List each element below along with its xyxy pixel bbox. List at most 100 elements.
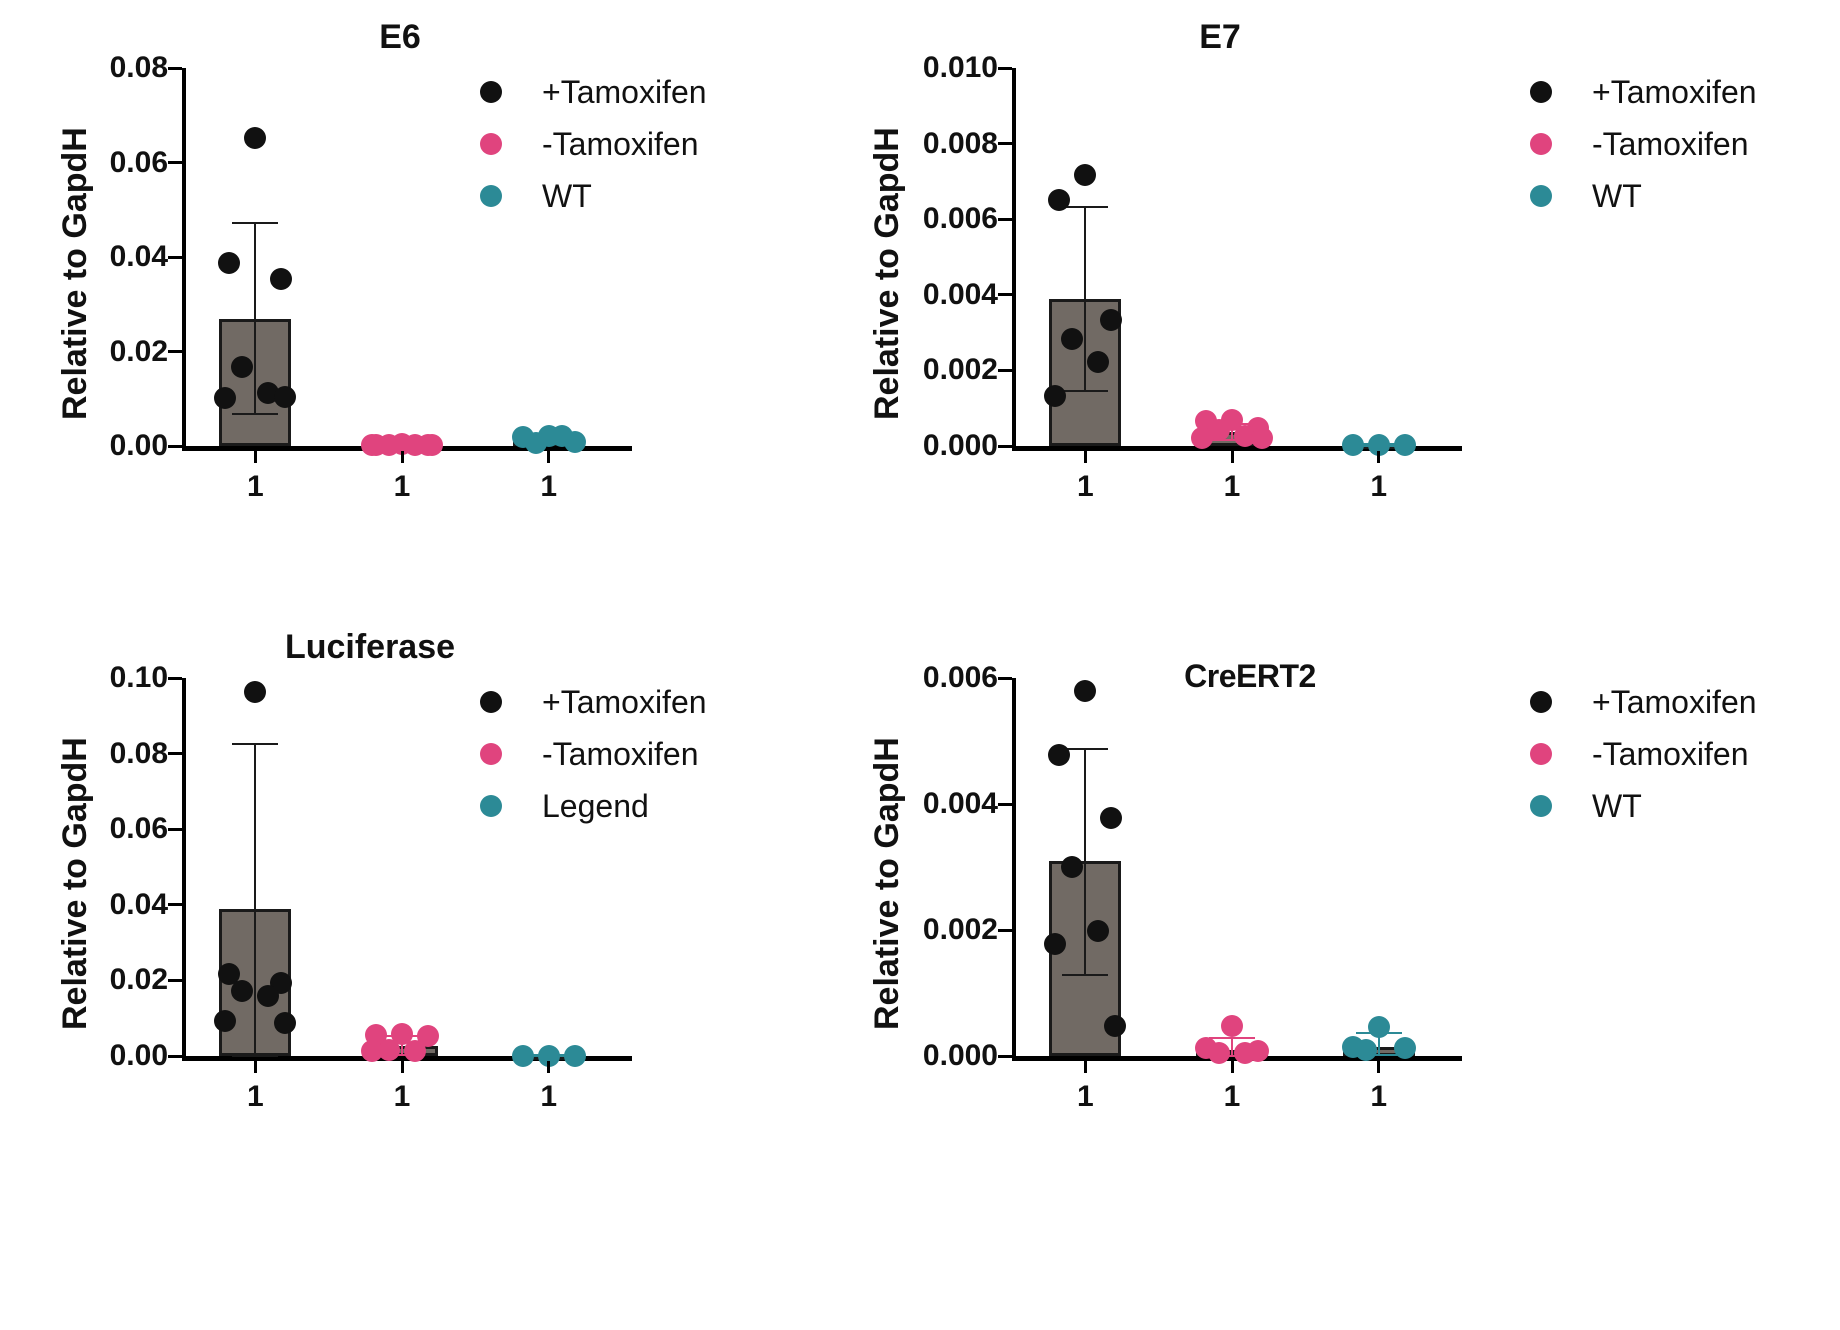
x-tick-mark bbox=[547, 451, 551, 463]
y-tick-mark bbox=[168, 1054, 182, 1058]
x-tick-mark bbox=[1083, 451, 1087, 463]
y-tick-label: 0.008 bbox=[922, 126, 998, 160]
x-tick-mark bbox=[400, 451, 404, 463]
legend-marker-icon bbox=[480, 743, 502, 765]
y-tick-mark bbox=[168, 444, 182, 448]
x-tick-mark bbox=[253, 451, 257, 463]
x-tick-label: 1 bbox=[246, 470, 264, 503]
legend-label: WT bbox=[1592, 787, 1642, 824]
legend-item-luciferase-1[interactable]: -Tamoxifen bbox=[480, 734, 699, 774]
legend-item-e6-1[interactable]: -Tamoxifen bbox=[480, 124, 699, 164]
legend-marker-icon bbox=[480, 795, 502, 817]
y-tick-mark bbox=[168, 978, 182, 982]
data-point bbox=[257, 381, 280, 404]
data-point bbox=[270, 268, 293, 291]
error-bar-creert2-1 bbox=[1231, 1038, 1233, 1056]
y-tick-mark bbox=[998, 676, 1012, 680]
data-point bbox=[231, 355, 254, 378]
legend-item-e6-0[interactable]: +Tamoxifen bbox=[480, 72, 707, 112]
legend-label: +Tamoxifen bbox=[542, 683, 707, 720]
legend-item-creert2-2[interactable]: WT bbox=[1530, 786, 1642, 826]
y-tick-label: 0.00 bbox=[109, 429, 168, 462]
data-point bbox=[1074, 679, 1097, 702]
y-axis-line bbox=[182, 68, 186, 446]
x-tick-label: 1 bbox=[1223, 470, 1241, 503]
x-tick-mark bbox=[1083, 1061, 1087, 1073]
error-bar-cap bbox=[232, 221, 279, 224]
data-point bbox=[244, 680, 267, 703]
legend-label: -Tamoxifen bbox=[542, 125, 699, 162]
legend-label: -Tamoxifen bbox=[1592, 735, 1749, 772]
y-tick-label: 0.006 bbox=[922, 202, 998, 236]
y-tick-label: 0.004 bbox=[922, 787, 998, 820]
x-tick-label: 1 bbox=[540, 470, 557, 503]
error-bar-cap bbox=[1062, 390, 1109, 393]
plot-area-e7: 0.000 0.002 0.004 0.006 0.008 0.010 1 1 1 bbox=[923, 51, 1462, 503]
y-tick-mark bbox=[998, 293, 1012, 297]
data-point bbox=[1100, 806, 1123, 829]
data-point bbox=[274, 386, 297, 409]
y-tick-label: 0.000 bbox=[922, 1039, 998, 1072]
y-tick-label: 0.004 bbox=[922, 277, 998, 311]
data-point bbox=[1367, 433, 1390, 456]
y-axis-line bbox=[1012, 678, 1016, 1056]
error-bar-cap bbox=[1209, 1055, 1255, 1057]
legend-item-creert2-0[interactable]: +Tamoxifen bbox=[1530, 682, 1757, 722]
legend-e6: +Tamoxifen -Tamoxifen WT bbox=[480, 72, 780, 222]
y-tick-label: 0.06 bbox=[109, 145, 168, 179]
legend-item-creert2-1[interactable]: -Tamoxifen bbox=[1530, 734, 1749, 774]
legend-item-e7-2[interactable]: WT bbox=[1530, 176, 1642, 216]
legend-item-e7-0[interactable]: +Tamoxifen bbox=[1530, 72, 1757, 112]
data-point bbox=[1393, 1037, 1416, 1060]
data-point bbox=[537, 1044, 560, 1067]
x-tick-label: 1 bbox=[540, 1080, 557, 1113]
data-point bbox=[361, 433, 383, 456]
error-bar-cap bbox=[1062, 974, 1109, 977]
legend-label: Legend bbox=[542, 787, 649, 824]
legend-e7: +Tamoxifen -Tamoxifen WT bbox=[1530, 72, 1830, 222]
data-point bbox=[218, 251, 241, 274]
data-point bbox=[421, 433, 443, 456]
x-tick-label: 1 bbox=[246, 1080, 264, 1113]
legend-label: +Tamoxifen bbox=[1592, 73, 1757, 110]
legend-marker-icon bbox=[1530, 185, 1552, 207]
error-bar-e7-1 bbox=[1231, 424, 1233, 440]
data-point bbox=[524, 431, 547, 454]
data-point bbox=[1393, 434, 1416, 457]
data-point bbox=[1048, 188, 1071, 211]
plot-area-luciferase: 0.00 0.02 0.04 0.06 0.08 0.10 1 1 1 bbox=[110, 661, 632, 1113]
legend-item-e6-2[interactable]: WT bbox=[480, 176, 592, 216]
y-tick-label: 0.002 bbox=[922, 913, 998, 946]
data-point bbox=[361, 1040, 383, 1063]
y-tick-label: 0.010 bbox=[922, 51, 998, 84]
x-tick-mark bbox=[1377, 1061, 1381, 1073]
data-point bbox=[365, 1023, 387, 1046]
x-axis-line bbox=[1012, 446, 1462, 451]
y-tick-mark bbox=[168, 255, 182, 259]
legend-item-luciferase-0[interactable]: +Tamoxifen bbox=[480, 682, 707, 722]
data-point bbox=[1341, 434, 1364, 457]
data-point bbox=[404, 1040, 426, 1063]
legend-item-luciferase-2[interactable]: Legend bbox=[480, 786, 649, 826]
x-tick-label: 1 bbox=[1370, 1080, 1387, 1113]
y-tick-label: 0.04 bbox=[109, 887, 168, 921]
data-point bbox=[214, 386, 237, 409]
data-point bbox=[1234, 1042, 1256, 1065]
error-bar-cap bbox=[232, 412, 279, 415]
plot-area-e6: 0.00 0.02 0.04 0.06 0.08 1 1 1 bbox=[110, 51, 632, 503]
legend-item-e7-1[interactable]: -Tamoxifen bbox=[1530, 124, 1749, 164]
data-point bbox=[1100, 309, 1123, 332]
legend-marker-icon bbox=[1530, 133, 1552, 155]
data-point bbox=[1044, 932, 1067, 955]
error-bar-cap bbox=[1209, 1037, 1255, 1040]
data-point bbox=[214, 1010, 237, 1033]
data-point bbox=[391, 1022, 413, 1045]
data-point bbox=[1191, 426, 1213, 449]
legend-marker-icon bbox=[480, 133, 502, 155]
data-point bbox=[378, 433, 400, 456]
error-bar-creert2-0 bbox=[1084, 749, 1087, 976]
panel-title-luciferase: Luciferase bbox=[284, 628, 456, 666]
x-tick-label: 1 bbox=[393, 470, 411, 503]
error-bar-creert2-2 bbox=[1377, 1033, 1380, 1055]
data-point bbox=[1251, 427, 1273, 450]
